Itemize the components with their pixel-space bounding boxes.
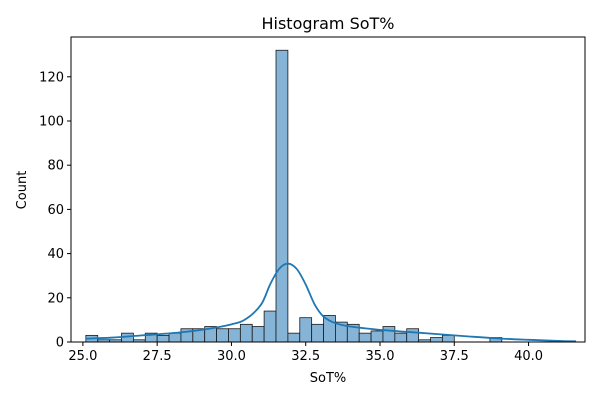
x-tick-label: 25.0 — [68, 349, 97, 364]
histogram-bar — [228, 328, 241, 343]
histogram-bar — [239, 323, 253, 343]
histogram-bar — [323, 315, 336, 343]
x-tick-label: 30.0 — [217, 349, 246, 364]
histogram-bar — [263, 310, 277, 343]
histogram-bar — [251, 326, 265, 343]
histogram-bar — [358, 332, 372, 343]
y-tick-label: 40 — [47, 247, 64, 262]
histogram-bar — [370, 330, 384, 343]
histogram-bar — [382, 326, 396, 343]
y-tick-label: 80 — [47, 159, 64, 174]
x-tick-label: 37.5 — [440, 349, 469, 364]
histogram-bar — [406, 328, 420, 343]
bars-group — [85, 49, 503, 343]
y-tick-label: 20 — [47, 291, 64, 306]
x-tick-label: 40.0 — [514, 349, 543, 364]
x-axis-label: SoT% — [310, 371, 347, 386]
x-tick-label: 27.5 — [143, 349, 172, 364]
y-axis-label: Count — [15, 171, 30, 210]
x-tick-label: 35.0 — [366, 349, 395, 364]
y-tick-label: 120 — [39, 70, 64, 85]
y-tick-label: 100 — [39, 114, 64, 129]
kde-line — [85, 262, 577, 343]
y-tick-label: 0 — [56, 336, 64, 351]
histogram-bar — [311, 323, 324, 343]
histogram-bar — [299, 317, 313, 343]
histogram-bar — [156, 334, 170, 343]
histogram-bar — [430, 337, 443, 343]
chart-title: Histogram SoT% — [261, 14, 394, 33]
x-axis: 25.0 27.5 30.0 32.5 35.0 37.5 40.0 — [68, 342, 543, 364]
x-tick-label: 32.5 — [291, 349, 320, 364]
histogram-bar — [275, 49, 289, 343]
histogram-bar — [168, 332, 182, 343]
histogram-bar — [394, 332, 408, 343]
plot-frame — [70, 36, 586, 343]
histogram-bar — [287, 332, 301, 343]
histogram-bar — [441, 334, 455, 343]
y-axis: 0 20 40 60 80 100 120 — [39, 70, 71, 351]
histogram-bar — [216, 328, 229, 343]
y-tick-label: 60 — [47, 203, 64, 218]
